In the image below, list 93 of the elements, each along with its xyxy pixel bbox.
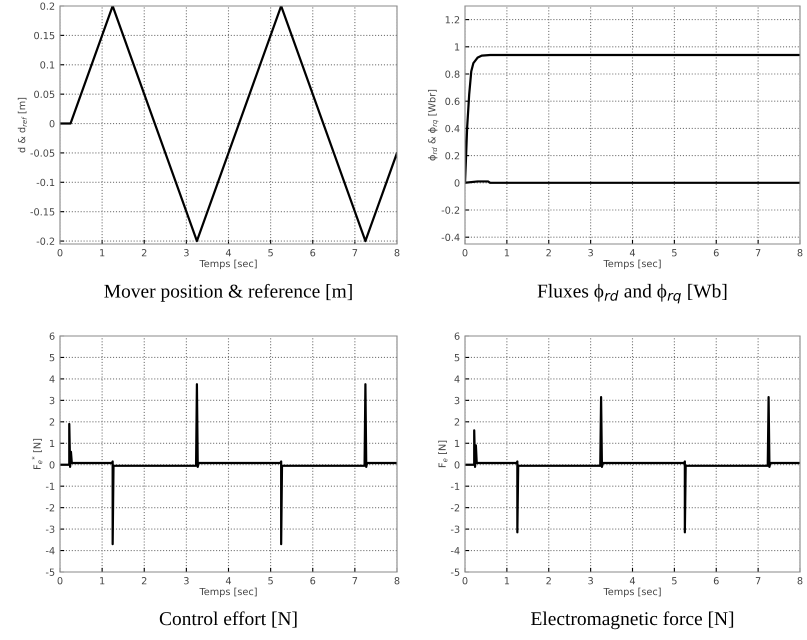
y-axis-title: ϕ$_{rd}$ & ϕ$_{rq}$ [Wbr]	[428, 90, 438, 160]
text: Control effort [N]	[160, 611, 297, 628]
y-tick-label: 0.2	[445, 152, 460, 160]
y-tick-label: -4	[450, 547, 460, 554]
y-tick-label: -2	[46, 504, 54, 512]
y-tick-label: 0.6	[445, 98, 460, 106]
x-tick-label: 4	[630, 577, 636, 584]
y-tick-label: 1.2	[446, 16, 460, 24]
y-tick-label: 6	[50, 332, 55, 340]
y-axis-title: F$_{e}$$^{*}$ [N]	[32, 438, 42, 469]
y-tick-label: -0.4	[442, 234, 460, 242]
y-tick-label: -0.15	[30, 208, 54, 216]
x-tick-label: 7	[756, 249, 760, 256]
x-tick-label: 6	[714, 577, 719, 584]
x-tick-label: 6	[310, 249, 316, 256]
y-tick-label: 2	[454, 418, 460, 426]
y-tick-label: 5	[50, 354, 54, 362]
text: Electromagnetic force [N]	[531, 611, 734, 630]
y-tick-label: 0	[454, 461, 460, 469]
x-tick-label: 2	[546, 577, 551, 584]
x-tick-label: 7	[756, 577, 760, 584]
x-tick-label: 2	[142, 577, 146, 584]
x-tick-label: 3	[588, 249, 593, 256]
y-tick-label: 6	[454, 332, 460, 340]
y-tick-label: 4	[454, 376, 460, 383]
x-tick-label: 3	[184, 249, 189, 256]
line-series	[60, 383, 397, 546]
x-tick-label: 0	[462, 249, 468, 256]
x-tick-label: 0	[462, 577, 468, 584]
x-tick-label: 0	[58, 577, 62, 584]
y-axis-title: d & d$_{ref}$ [m]	[18, 98, 27, 152]
x-tick-label: 1	[100, 249, 104, 256]
y-tick-label: 0.4	[445, 124, 460, 132]
y-tick-label: 3	[50, 396, 54, 404]
y-tick-label: -0.2	[442, 206, 460, 214]
y-tick-label: -5	[450, 568, 460, 576]
y-tick-label: 0	[454, 179, 460, 187]
x-tick-label: 6	[714, 249, 719, 256]
y-tick-label: -2	[450, 504, 460, 512]
y-tick-label: 0.2	[40, 2, 54, 10]
y-tick-label: 5	[454, 354, 460, 362]
x-tick-label: 3	[184, 577, 189, 584]
x-tick-label: 4	[630, 249, 636, 256]
x-tick-label: 5	[672, 249, 677, 256]
x-axis-title: Temps [sec]	[603, 588, 661, 598]
y-tick-label: -4	[46, 547, 55, 554]
y-tick-label: -1	[46, 482, 54, 490]
x-tick-label: 5	[672, 577, 677, 584]
y-tick-label: 1	[455, 440, 460, 447]
y-tick-label: -0.1	[36, 178, 54, 186]
y-tick-label: -5	[46, 568, 54, 576]
y-tick-label: -3	[46, 526, 54, 533]
y-tick-label: 0	[50, 461, 54, 469]
x-tick-label: 5	[268, 577, 273, 584]
x-tick-label: 4	[226, 249, 232, 256]
x-tick-label: 8	[798, 577, 802, 584]
x-tick-label: 0	[58, 249, 62, 256]
y-tick-label: 0	[50, 120, 54, 128]
text: Mover position & reference [m]	[104, 284, 352, 302]
x-tick-label: 8	[798, 249, 802, 256]
x-tick-label: 8	[394, 577, 400, 584]
x-tick-label: 2	[546, 249, 551, 256]
y-tick-label: 4	[49, 376, 55, 383]
y-tick-label: 0.05	[34, 90, 54, 98]
y-tick-label: 0.15	[34, 32, 54, 40]
y-axis-title: F$_{e}$ [N]	[438, 440, 448, 468]
y-tick-label: -1	[450, 482, 460, 490]
y-tick-label: -3	[450, 526, 460, 533]
x-tick-label: 7	[352, 249, 358, 256]
x-tick-label: 1	[504, 577, 510, 584]
x-tick-label: 8	[394, 249, 400, 256]
x-axis-title: Temps [sec]	[603, 260, 661, 270]
x-tick-label: 7	[352, 577, 358, 584]
line-series	[60, 6, 397, 242]
y-tick-label: 0.1	[40, 61, 54, 69]
text: Fluxes ϕ$_{rd}$ and ϕ$_{rq}$ [Wb]	[538, 284, 726, 304]
x-tick-label: 3	[588, 577, 593, 584]
y-tick-label: 2	[50, 418, 54, 426]
y-tick-label: -0.05	[30, 149, 54, 157]
x-tick-label: 4	[226, 577, 232, 584]
x-tick-label: 2	[142, 249, 146, 256]
x-axis-title: Temps [sec]	[199, 260, 257, 270]
x-tick-label: 5	[268, 249, 273, 256]
y-tick-label: -0.2	[36, 238, 54, 245]
x-tick-label: 1	[504, 249, 510, 256]
y-tick-label: 1	[50, 440, 54, 447]
y-tick-label: 0.8	[445, 70, 460, 78]
x-tick-label: 6	[310, 577, 316, 584]
line-series	[465, 396, 800, 534]
x-tick-label: 1	[100, 577, 104, 584]
x-axis-title: Temps [sec]	[199, 588, 257, 598]
y-tick-label: 3	[454, 396, 460, 404]
y-tick-label: 1	[455, 43, 460, 50]
